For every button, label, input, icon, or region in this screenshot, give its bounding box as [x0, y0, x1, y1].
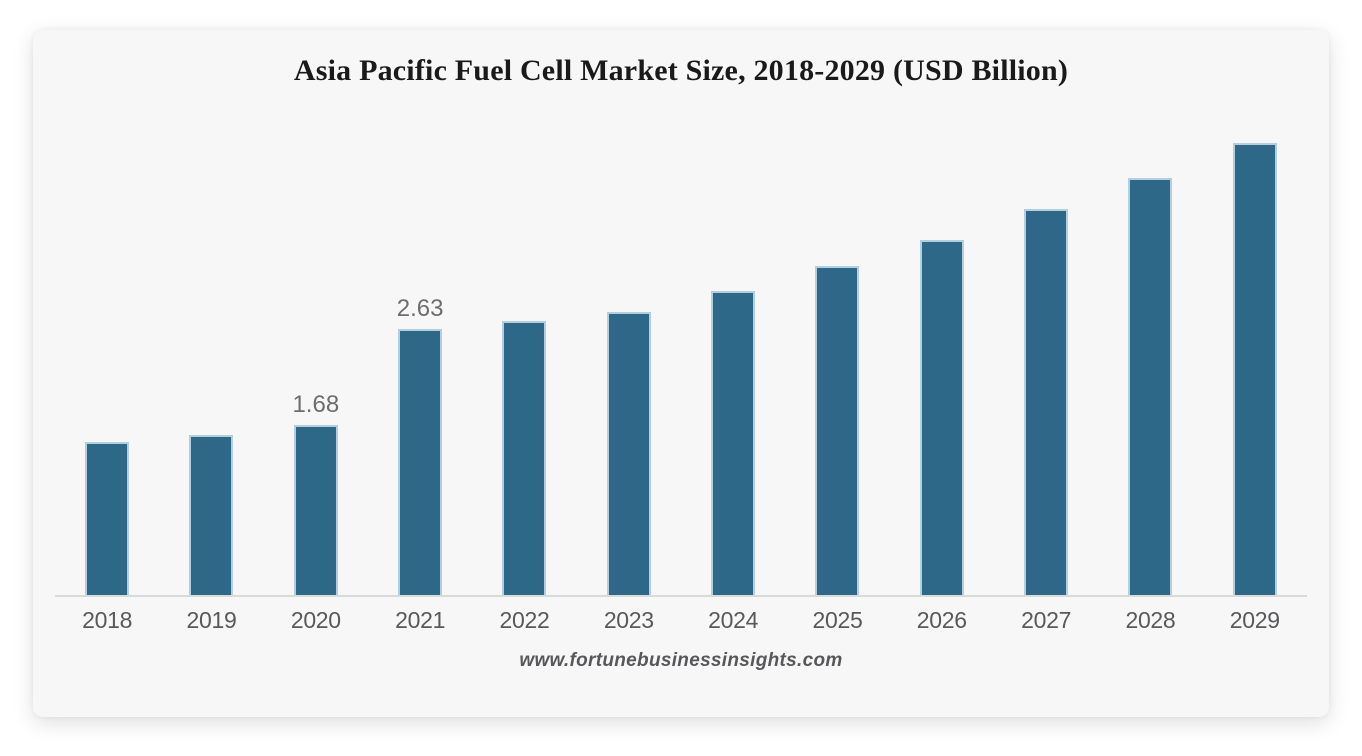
chart-card: Asia Pacific Fuel Cell Market Size, 2018…: [33, 30, 1329, 717]
bar-2026: [919, 240, 964, 595]
bar-slot-2020: 1.68: [264, 132, 368, 595]
bar-slot-2023: [577, 132, 681, 595]
bar-slot-2029: [1203, 132, 1307, 595]
x-axis-label-2025: 2025: [812, 607, 863, 633]
bar-2020: [293, 425, 338, 595]
plot-area: 1.68 2.63 2018 2019 2020 2021 2022 2023 2024 202…: [55, 132, 1307, 672]
x-axis-label-2026: 2026: [916, 607, 967, 633]
bar-slot-2028: [1098, 132, 1202, 595]
x-axis-label-2024: 2024: [708, 607, 759, 633]
source-attribution: www.fortunebusinessinsights.com: [519, 650, 843, 671]
bar-slot-2022: [472, 132, 576, 595]
bar-plot: 1.68 2.63: [55, 132, 1307, 597]
bar-value-label-2020: 1.68: [292, 391, 340, 418]
chart-title: Asia Pacific Fuel Cell Market Size, 2018…: [293, 54, 1069, 87]
bar-2023: [606, 312, 651, 595]
x-axis-label-2019: 2019: [186, 607, 237, 633]
x-axis-label-2023: 2023: [603, 607, 654, 633]
bar-slot-2021: 2.63: [368, 132, 472, 595]
x-axis-labels: 2018 2019 2020 2021 2022 2023 2024 2025 2026 2027…: [55, 607, 1307, 634]
x-axis-label-2021: 2021: [395, 607, 446, 633]
x-axis-label-2018: 2018: [82, 607, 133, 633]
bar-slot-2018: [55, 132, 159, 595]
bar-2021: [398, 329, 443, 595]
x-axis-label-2029: 2029: [1229, 607, 1280, 633]
bar-2028: [1128, 178, 1173, 595]
bar-2029: [1232, 143, 1277, 595]
bar-2024: [711, 291, 756, 595]
bar-slot-2019: [159, 132, 263, 595]
bar-slot-2024: [681, 132, 785, 595]
bar-2022: [502, 321, 547, 595]
bar-2025: [815, 266, 860, 595]
x-axis-label-2020: 2020: [290, 607, 341, 633]
bar-value-label-2021: 2.63: [396, 295, 444, 322]
bar-2018: [85, 442, 130, 595]
bar-slot-2025: [785, 132, 889, 595]
bar-slot-2026: [890, 132, 994, 595]
x-axis-label-2028: 2028: [1125, 607, 1176, 633]
x-axis-label-2022: 2022: [499, 607, 550, 633]
bar-2019: [189, 435, 234, 595]
x-axis-label-2027: 2027: [1021, 607, 1072, 633]
bar-2027: [1024, 209, 1069, 595]
bar-slot-2027: [994, 132, 1098, 595]
